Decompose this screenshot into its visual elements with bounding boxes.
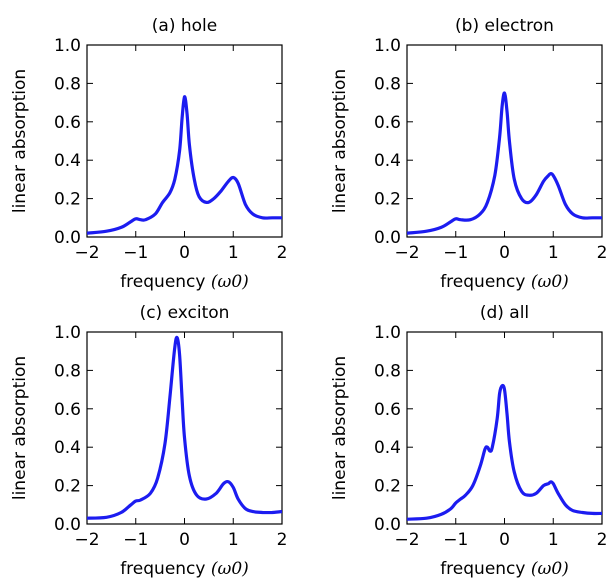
- y-tick-label: 0.8: [54, 361, 81, 381]
- y-tick-label: 0.0: [54, 228, 81, 248]
- x-axis-label-text: frequency: [440, 559, 531, 579]
- x-tick-label: 2: [597, 243, 608, 263]
- y-tick-label: 0.8: [374, 361, 401, 381]
- x-tick-label: 0: [179, 530, 190, 550]
- x-tick-label: 1: [548, 530, 559, 550]
- y-tick-label: 0.6: [374, 400, 401, 420]
- panel-title: (c) exciton: [140, 303, 230, 323]
- x-axis-label: frequency (ω0): [440, 272, 569, 292]
- y-tick-label: 0.2: [374, 477, 401, 497]
- x-tick-label: −1: [123, 243, 148, 263]
- panel-title: (a) hole: [152, 16, 217, 36]
- x-tick-label: −2: [394, 243, 419, 263]
- x-tick-label: −1: [443, 530, 468, 550]
- x-axis-label-text: frequency: [440, 272, 531, 292]
- x-axis-unit: (ω0): [211, 272, 249, 292]
- y-tick-label: 0.2: [54, 190, 81, 210]
- y-tick-label: 0.2: [54, 477, 81, 497]
- x-tick-label: 0: [499, 243, 510, 263]
- x-tick-label: 0: [179, 243, 190, 263]
- x-tick-label: 2: [277, 243, 288, 263]
- y-tick-label: 0.0: [54, 515, 81, 535]
- x-axis-label: frequency (ω0): [440, 559, 569, 579]
- x-tick-label: −2: [74, 530, 99, 550]
- y-tick-label: 0.4: [374, 151, 401, 171]
- y-tick-label: 1.0: [374, 36, 401, 56]
- x-tick-label: −1: [443, 243, 468, 263]
- series-line: [407, 383, 602, 521]
- series-line: [87, 95, 282, 235]
- x-tick-label: 0: [499, 530, 510, 550]
- x-tick-label: 2: [597, 530, 608, 550]
- y-tick-label: 0.2: [374, 190, 401, 210]
- x-tick-label: 1: [228, 530, 239, 550]
- axes-frame: [86, 44, 283, 238]
- y-tick-label: 0.6: [54, 113, 81, 133]
- y-tick-label: 0.4: [54, 151, 81, 171]
- y-axis-label: linear absorption: [330, 69, 350, 213]
- x-axis-label: frequency (ω0): [120, 559, 249, 579]
- panel-title: (d) all: [480, 303, 529, 323]
- y-tick-label: 0.8: [54, 74, 81, 94]
- x-tick-label: −2: [74, 243, 99, 263]
- y-axis-label: linear absorption: [10, 69, 30, 213]
- x-axis-label: frequency (ω0): [120, 272, 249, 292]
- x-axis-label-text: frequency: [120, 559, 211, 579]
- x-axis-unit: (ω0): [531, 559, 569, 579]
- axes-frame: [406, 44, 603, 238]
- y-tick-label: 0.4: [54, 438, 81, 458]
- x-axis-unit: (ω0): [531, 272, 569, 292]
- y-tick-label: 0.8: [374, 74, 401, 94]
- y-tick-label: 0.0: [374, 228, 401, 248]
- y-tick-label: 1.0: [54, 323, 81, 343]
- x-tick-label: −1: [123, 530, 148, 550]
- x-tick-label: −2: [394, 530, 419, 550]
- y-tick-label: 1.0: [374, 323, 401, 343]
- y-tick-label: 0.4: [374, 438, 401, 458]
- x-tick-label: 2: [277, 530, 288, 550]
- y-tick-label: 0.6: [374, 113, 401, 133]
- series-line: [87, 335, 282, 520]
- panel-0: −2 −1 0 1 2 0.0 0.2 0.4 0.6 0.8 1.0 (a) hole frequen…: [10, 16, 287, 292]
- y-tick-label: 0.6: [54, 400, 81, 420]
- x-tick-label: 1: [228, 243, 239, 263]
- series-line: [407, 91, 602, 235]
- axes-frame: [406, 331, 603, 525]
- x-axis-label-text: frequency: [120, 272, 211, 292]
- x-axis-unit: (ω0): [211, 559, 249, 579]
- y-axis-label: linear absorption: [10, 356, 30, 500]
- panel-1: −2 −1 0 1 2 0.0 0.2 0.4 0.6 0.8 1.0 (b) electron fre…: [330, 16, 607, 292]
- x-tick-label: 1: [548, 243, 559, 263]
- panel-title: (b) electron: [455, 16, 554, 36]
- panel-2: −2 −1 0 1 2 0.0 0.2 0.4 0.6 0.8 1.0 (c) exciton freq…: [10, 303, 287, 579]
- panel-3: −2 −1 0 1 2 0.0 0.2 0.4 0.6 0.8 1.0 (d) all frequenc…: [330, 303, 607, 579]
- y-tick-label: 0.0: [374, 515, 401, 535]
- y-tick-label: 1.0: [54, 36, 81, 56]
- y-axis-label: linear absorption: [330, 356, 350, 500]
